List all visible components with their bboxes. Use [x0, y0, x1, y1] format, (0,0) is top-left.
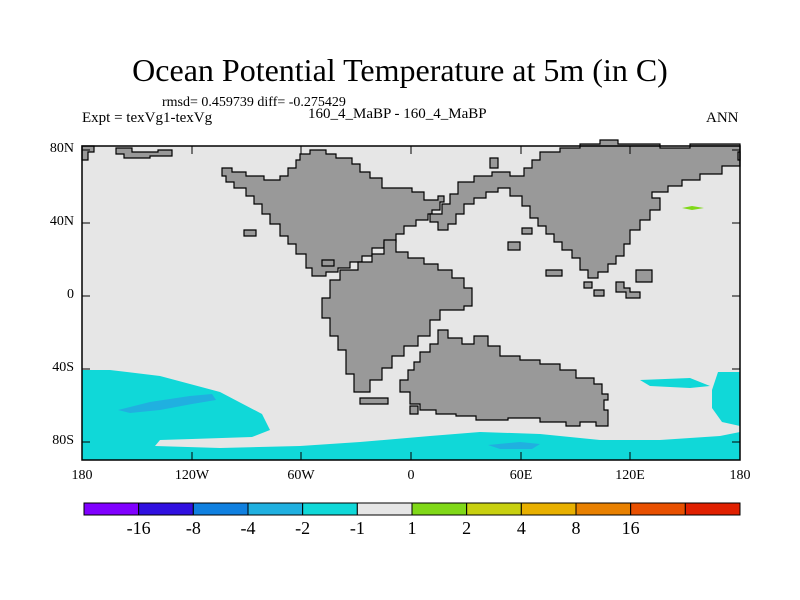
colorbar-label: -2: [295, 518, 311, 538]
colorbar-swatch-8: [520, 502, 577, 516]
x-label-0: 0: [407, 468, 415, 483]
colorbar-swatch-7: [466, 502, 522, 516]
land-arctic-island: [115, 147, 173, 159]
colorbar-label: 2: [462, 518, 472, 538]
colorbar-swatch-5: [356, 502, 413, 516]
experiment-label: Expt = texVg1-texVg: [82, 110, 213, 126]
land-island-small-10: [593, 289, 605, 297]
land-island-small-5: [507, 241, 521, 251]
colorbar-swatch-0: [83, 502, 140, 516]
anomaly-region-southwest-pacific: [712, 372, 740, 426]
runs-label: 160_4_MaBP - 160_4_MaBP: [308, 106, 487, 122]
colorbar-swatch-2: [192, 502, 249, 516]
land-island-small-7: [635, 269, 653, 283]
colorbar-label: 1: [407, 518, 417, 538]
colorbar-swatch-10: [630, 502, 686, 516]
anomaly-region-southern-ocean: [82, 370, 740, 460]
colorbar-label: 4: [516, 518, 526, 538]
colorbar-swatch-1: [138, 502, 194, 516]
colorbar-label: -4: [240, 518, 256, 538]
anomaly-region-strong-cold-south: [488, 442, 540, 449]
land-island-small-6: [545, 269, 563, 277]
colorbar-label: 8: [571, 518, 581, 538]
colorbar-swatch-11: [684, 502, 741, 516]
land-island-small-8: [583, 281, 593, 289]
colorbar-label: 16: [621, 518, 640, 538]
stats-line: rmsd= 0.459739 diff= -0.275429: [162, 95, 346, 110]
land-north-america: [221, 149, 445, 277]
y-label-80n: 80N: [49, 141, 74, 156]
x-label-60e: 60E: [509, 468, 533, 483]
land-island-small-1: [489, 157, 499, 169]
land-island-small-2: [243, 229, 257, 237]
x-label-180w: 180: [71, 468, 93, 483]
y-label-80s: 80S: [52, 433, 74, 448]
land-island-small-4: [521, 227, 533, 235]
x-label-120w: 120W: [174, 468, 210, 483]
x-label-120e: 120E: [615, 468, 645, 483]
x-label-60w: 60W: [287, 468, 315, 483]
land-eurasia: [429, 139, 741, 279]
anomaly-region-southeast-pacific: [640, 378, 710, 388]
colorbar-label: -16: [126, 518, 151, 538]
colorbar-swatch-9: [575, 502, 632, 516]
anomaly-region-warm: [682, 206, 704, 210]
land-island-small-12: [409, 405, 419, 415]
colorbar-swatch-4: [302, 502, 358, 516]
land-island-small-11: [359, 397, 389, 405]
land-africa-antarctica: [399, 329, 609, 427]
land-island-small-9: [615, 281, 641, 299]
map-title: Ocean Potential Temperature at 5m (in C): [132, 52, 668, 88]
y-label-0: 0: [67, 287, 74, 302]
colorbar-swatch-6: [411, 502, 468, 516]
land-south-america: [321, 239, 473, 393]
colorbar-label: -1: [349, 518, 365, 538]
y-label-40n: 40N: [49, 214, 74, 229]
colorbar-label: -8: [185, 518, 201, 538]
colorbar-swatch-3: [247, 502, 304, 516]
land-island-small-3: [321, 259, 335, 267]
anomaly-region-strong-cold: [118, 394, 216, 413]
x-label-180e: 180: [729, 468, 751, 483]
y-label-40s: 40S: [52, 360, 74, 375]
season-label: ANN: [706, 110, 739, 126]
